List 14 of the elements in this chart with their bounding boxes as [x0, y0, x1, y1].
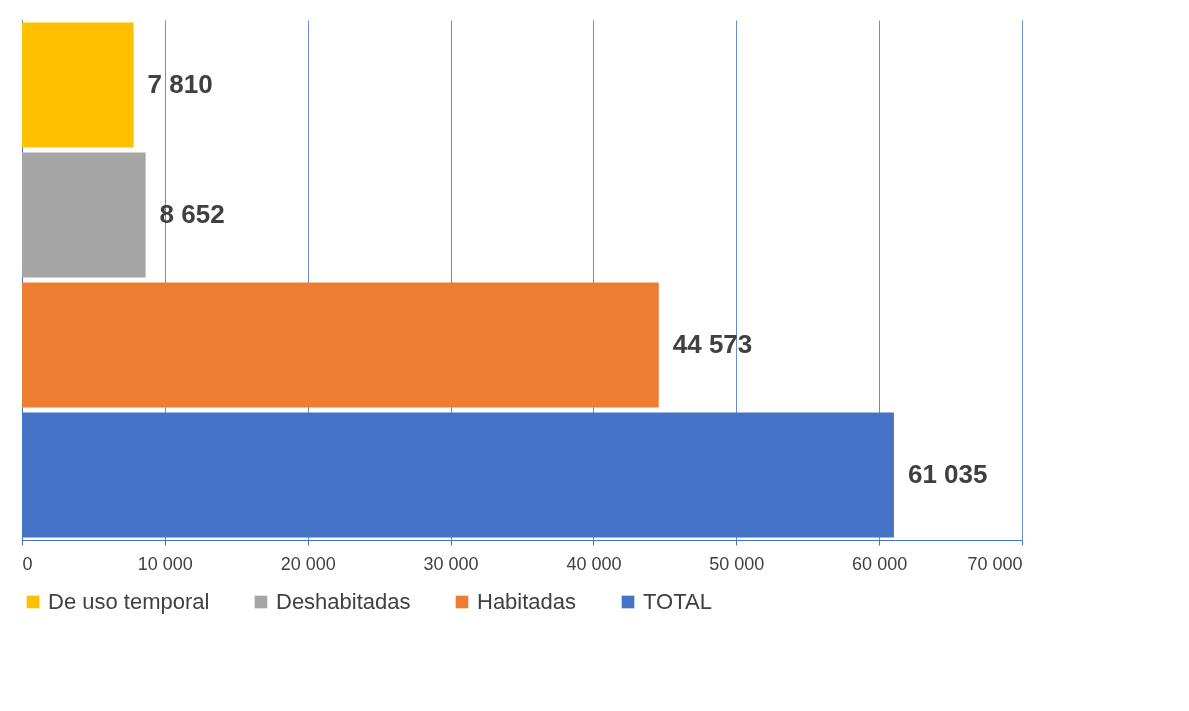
x-tick-label: 20 000: [280, 553, 336, 574]
x-tick-label: 40 000: [566, 553, 622, 574]
data-label: 61 035: [907, 459, 988, 489]
data-label: 7 810: [147, 69, 213, 99]
legend-label: Habitadas: [477, 589, 577, 614]
x-tick-label: 10 000: [137, 553, 193, 574]
x-tick-label: 60 000: [852, 553, 908, 574]
x-tick-label: 50 000: [709, 553, 765, 574]
x-tick-label: 70 000: [967, 553, 1023, 574]
x-tick-label: 0: [22, 553, 33, 574]
legend-label: TOTAL: [643, 589, 712, 614]
legend-label: Deshabitadas: [276, 589, 411, 614]
x-tick-label: 30 000: [423, 553, 479, 574]
legend-label: De uso temporal: [48, 589, 210, 614]
